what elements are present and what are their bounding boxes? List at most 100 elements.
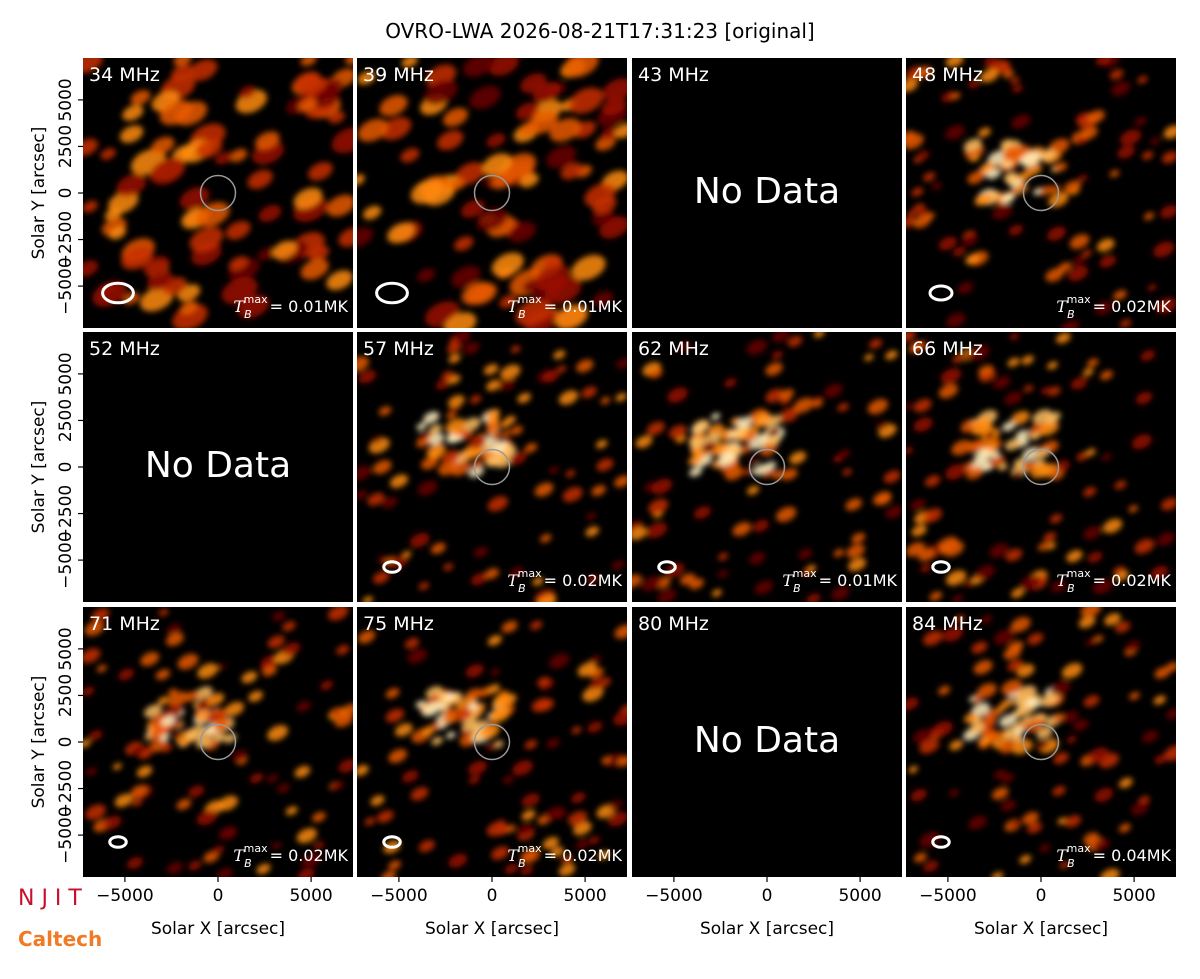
emission-blob [717, 569, 729, 578]
emission-blob [517, 392, 531, 404]
emission-blob [489, 706, 511, 723]
emission-blob [443, 692, 456, 701]
emission-blob [1070, 377, 1088, 390]
x-tick-label: 5000 [289, 886, 332, 906]
emission-blob [421, 702, 441, 717]
emission-blob [549, 653, 570, 669]
emission-blob [486, 133, 506, 148]
emission-blob [587, 575, 599, 584]
emission [357, 58, 627, 328]
emission-blob [929, 591, 943, 601]
emission-blob [779, 388, 795, 400]
tb-max-label: TBmax = 0.02MK [507, 842, 622, 870]
emission-blob [114, 793, 133, 808]
emission-blob [1094, 301, 1114, 315]
emission [83, 607, 353, 877]
emission-blob [906, 133, 924, 150]
emission-blob [1053, 752, 1069, 765]
emission-blob [140, 651, 160, 667]
emission-blob [986, 168, 1001, 180]
y-tick-label: 0 [56, 462, 76, 473]
tb-value: = 0.02MK [1093, 571, 1172, 590]
emission-blob [1057, 817, 1068, 825]
emission-blob [1142, 730, 1159, 743]
emission-blob [582, 685, 604, 702]
emission-blob [1143, 212, 1155, 221]
emission-blob [1011, 114, 1031, 129]
solar-disk [199, 723, 237, 761]
emission-blob [465, 664, 484, 678]
emission-blob [206, 692, 225, 706]
emission-blob [616, 358, 627, 369]
emission-blob [428, 694, 440, 704]
emission-blob [482, 153, 513, 176]
emission-blob [116, 174, 147, 197]
emission-blob [968, 79, 980, 89]
emission-blob [973, 449, 992, 463]
emission-blob [765, 362, 783, 376]
emission-blob [1002, 421, 1016, 432]
emission-blob [1066, 735, 1077, 744]
emission-blob [991, 787, 1009, 800]
emission-blob [1009, 333, 1020, 341]
emission-blob [1011, 587, 1025, 598]
y-tick-label: 5000 [56, 627, 76, 670]
emission-blob [938, 236, 957, 251]
emission-blob [387, 222, 415, 244]
tb-max-label: TBmax = 0.02MK [1056, 567, 1171, 595]
emission-blob [1007, 659, 1024, 672]
emission-blob [1052, 785, 1066, 796]
x-axis-label: Solar X [arcsec] [700, 919, 834, 939]
emission-blob [885, 350, 898, 360]
emission [906, 607, 1176, 877]
emission-blob [998, 62, 1012, 73]
emission-blob [277, 783, 290, 793]
tb-sub: B [518, 308, 526, 321]
emission-blob [445, 418, 466, 434]
emission-blob [118, 668, 134, 681]
emission-blob [571, 726, 582, 735]
emission [632, 332, 902, 602]
solar-disk [1022, 723, 1060, 761]
emission-blob [948, 789, 960, 797]
emission-blob [521, 793, 540, 807]
emission-blob [388, 860, 401, 870]
emission-blob [509, 451, 527, 465]
emission-blob [257, 247, 276, 261]
emission-blob [1131, 801, 1149, 815]
emission-blob [272, 611, 286, 622]
emission-blob [228, 256, 249, 271]
emission-blob [486, 379, 502, 392]
emission-blob [1023, 461, 1035, 471]
emission-blob [824, 383, 843, 398]
emission-blob [919, 831, 941, 848]
emission-blob [540, 533, 552, 543]
emission-blob [444, 312, 477, 328]
emission-blob [710, 413, 721, 421]
emission-blob [746, 485, 760, 495]
emission-blob [448, 353, 461, 364]
emission-blob [391, 556, 408, 569]
panel-image [357, 58, 627, 328]
emission-blob [1066, 550, 1083, 563]
emission-blob [282, 621, 296, 632]
emission-blob [515, 102, 540, 120]
y-tick-label: 5000 [56, 352, 76, 395]
emission-blob [561, 854, 574, 865]
solar-disk [1022, 448, 1060, 486]
emission-blob [1083, 486, 1097, 497]
emission-blob [589, 678, 605, 690]
emission-blob [591, 485, 606, 496]
emission-blob [430, 542, 446, 554]
emission-blob [717, 452, 736, 467]
emission-blob [906, 217, 915, 228]
emission-blob [562, 487, 583, 503]
emission-blob [1039, 843, 1051, 853]
panel-background [632, 58, 902, 328]
emission-blob [159, 100, 193, 126]
emission-blob [945, 570, 967, 586]
emission-blob [468, 775, 481, 785]
emission-blob [592, 195, 617, 215]
emission-blob [798, 548, 813, 560]
emission-blob [922, 630, 943, 646]
